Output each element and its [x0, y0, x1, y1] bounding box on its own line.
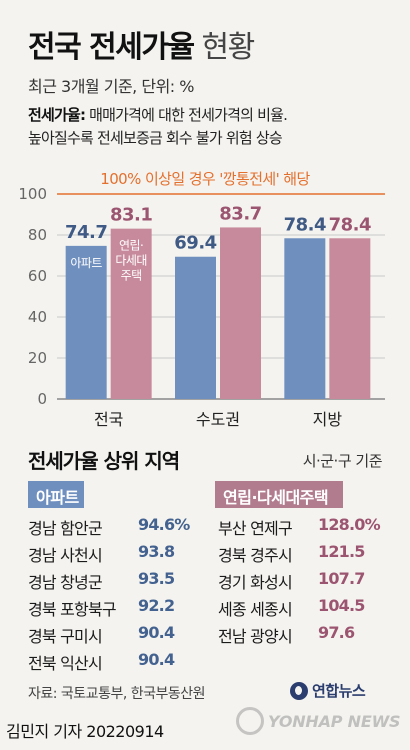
y-tick-label: 100	[18, 185, 47, 203]
ranking-title: 전세가율 상위 지역	[28, 449, 180, 473]
list-item: 경남 창녕군 93.5	[28, 569, 175, 593]
region-value: 121.5	[318, 542, 365, 561]
data-label: 83.7	[219, 203, 261, 224]
list-item: 전남 광양시 97.6	[218, 623, 355, 647]
bar-villa	[220, 227, 261, 399]
bar-apartment	[175, 256, 216, 399]
legend-label-villa: 다세대	[115, 254, 147, 268]
list-item: 경남 사천시 93.8	[28, 542, 175, 566]
list-item: 전북 익산시 90.4	[28, 650, 175, 674]
byline: 김민지 기자 20220914	[6, 722, 164, 741]
region-value: 90.4	[138, 650, 175, 669]
watermark-icon	[236, 707, 264, 735]
bar-villa	[329, 238, 371, 399]
reference-annotation: 100% 이상일 경우 '깡통전세' 해당	[100, 170, 310, 188]
region-name: 경남 사천시	[28, 546, 103, 565]
bar-villa	[110, 228, 152, 399]
watermark: YONHAP NEWS	[236, 707, 401, 735]
region-value: 93.8	[138, 542, 175, 561]
list-item: 세종 세종시 104.5	[218, 596, 365, 620]
data-label: 69.4	[174, 233, 216, 254]
legend-label-apartment: 아파트	[70, 256, 102, 270]
region-name: 경북 포항북구	[28, 600, 117, 619]
list-item: 경북 경주시 121.5	[218, 542, 365, 566]
yonhap-logo: 연합뉴스	[290, 680, 366, 701]
y-tick-label: 0	[37, 390, 47, 408]
bar-apartment	[284, 238, 326, 399]
list-item: 경기 화성시 107.7	[218, 569, 365, 593]
region-name: 경남 함안군	[28, 519, 103, 538]
x-tick-label: 수도권	[196, 410, 240, 429]
region-name: 경남 창녕군	[28, 573, 103, 592]
x-tick-label: 지방	[313, 410, 343, 429]
description-line1: 매매가격에 대한 전세가격의 비율.	[89, 106, 288, 124]
region-name: 경기 화성시	[218, 573, 293, 592]
region-name: 경북 구미시	[28, 627, 103, 646]
apartment-tag: 아파트	[28, 481, 84, 508]
yonhap-logo-icon	[290, 681, 308, 700]
region-value: 97.6	[318, 623, 355, 642]
description-line2: 높아질수록 전세보증금 회수 불가 위험 상승	[28, 129, 283, 147]
description-term: 전세가율:	[28, 106, 86, 124]
ranking-note: 시·군·구 기준	[302, 452, 383, 470]
region-value: 92.2	[138, 596, 175, 615]
region-value: 90.4	[138, 623, 175, 642]
region-value: 93.5	[138, 569, 175, 588]
list-item: 경남 함안군 94.6%	[28, 515, 190, 539]
legend-label-villa: 주택	[121, 269, 142, 283]
description: 전세가율: 매매가격에 대한 전세가격의 비율. 높아질수록 전세보증금 회수 …	[28, 104, 398, 150]
y-tick-label: 80	[28, 226, 47, 244]
region-name: 전북 익산시	[28, 654, 103, 673]
villa-tag: 연립·다세대주택	[215, 481, 343, 508]
y-tick-label: 20	[28, 349, 47, 367]
bar-apartment	[65, 245, 107, 399]
data-label: 83.1	[110, 205, 152, 226]
region-value: 107.7	[318, 569, 365, 588]
source-note: 자료: 국토교통부, 한국부동산원	[28, 686, 206, 702]
data-label: 74.7	[65, 222, 107, 243]
x-tick-label: 전국	[94, 410, 123, 429]
region-name: 세종 세종시	[218, 600, 293, 619]
list-item: 경북 포항북구 92.2	[28, 596, 175, 620]
region-value: 104.5	[318, 596, 365, 615]
y-tick-label: 40	[28, 308, 47, 326]
data-label: 78.4	[284, 214, 326, 235]
list-item: 경북 구미시 90.4	[28, 623, 175, 647]
y-tick-label: 60	[28, 267, 47, 285]
page-title: 전국 전세가율 현황	[28, 30, 255, 65]
region-value: 128.0%	[318, 515, 381, 534]
list-item: 부산 연제구 128.0%	[218, 515, 381, 539]
region-name: 경북 경주시	[218, 546, 293, 565]
region-value: 94.6%	[138, 515, 190, 534]
subtitle: 최근 3개월 기준, 단위: %	[28, 77, 194, 96]
region-name: 부산 연제구	[218, 519, 293, 538]
legend-label-villa: 연립·	[119, 239, 143, 253]
data-label: 78.4	[329, 214, 371, 235]
region-name: 전남 광양시	[218, 627, 293, 646]
